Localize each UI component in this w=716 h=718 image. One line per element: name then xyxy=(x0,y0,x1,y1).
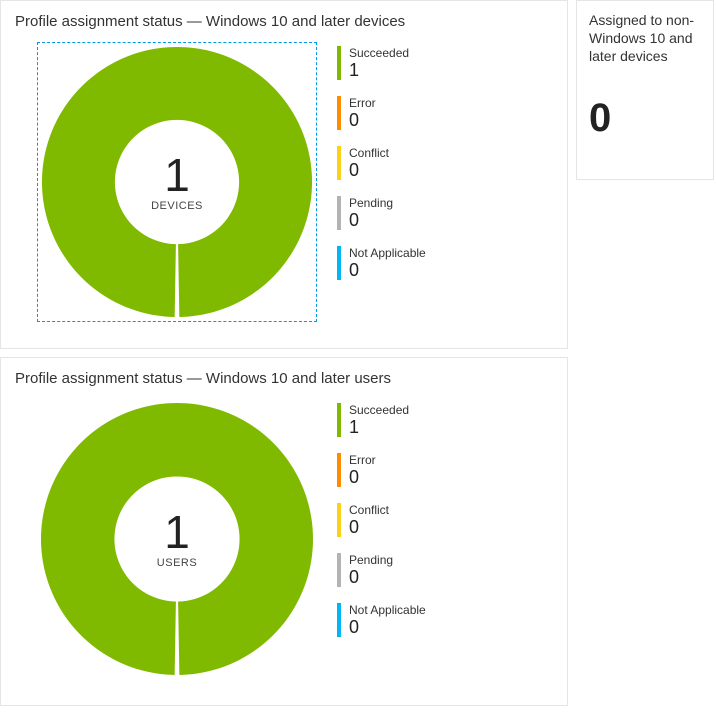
legend-label: Pending xyxy=(349,553,393,567)
legend-color-bar xyxy=(337,246,341,280)
legend-value: 0 xyxy=(349,210,393,232)
legend-color-bar xyxy=(337,146,341,180)
legend-value: 0 xyxy=(349,617,426,639)
legend-item[interactable]: Not Applicable 0 xyxy=(337,603,426,639)
legend-item[interactable]: Error 0 xyxy=(337,453,426,489)
legend-label: Not Applicable xyxy=(349,603,426,617)
legend-item[interactable]: Conflict 0 xyxy=(337,146,426,182)
users-donut-chart[interactable]: 1 USERS xyxy=(37,399,317,679)
legend-item[interactable]: Conflict 0 xyxy=(337,503,426,539)
legend-label: Conflict xyxy=(349,503,389,517)
legend-label: Conflict xyxy=(349,146,389,160)
legend-value: 0 xyxy=(349,160,389,182)
users-status-card: Profile assignment status — Windows 10 a… xyxy=(0,357,568,706)
non-windows-value: 0 xyxy=(589,96,701,141)
devices-legend: Succeeded 1 Error 0 Conflict 0 Pending 0 xyxy=(329,36,426,328)
legend-value: 0 xyxy=(349,467,376,489)
legend-label: Error xyxy=(349,96,376,110)
legend-value: 0 xyxy=(349,110,376,132)
legend-label: Error xyxy=(349,453,376,467)
legend-item[interactable]: Succeeded 1 xyxy=(337,403,426,439)
non-windows-title: Assigned to non-Windows 10 and later dev… xyxy=(589,11,701,66)
legend-color-bar xyxy=(337,46,341,80)
legend-label: Not Applicable xyxy=(349,246,426,260)
legend-color-bar xyxy=(337,403,341,437)
legend-item[interactable]: Pending 0 xyxy=(337,196,426,232)
legend-item[interactable]: Pending 0 xyxy=(337,553,426,589)
non-windows-card[interactable]: Assigned to non-Windows 10 and later dev… xyxy=(576,0,714,180)
legend-value: 0 xyxy=(349,567,393,589)
donut-value: 1 xyxy=(164,509,190,555)
legend-color-bar xyxy=(337,196,341,230)
legend-item[interactable]: Error 0 xyxy=(337,96,426,132)
devices-donut-chart[interactable]: 1 DEVICES xyxy=(37,42,317,322)
legend-color-bar xyxy=(337,503,341,537)
legend-value: 1 xyxy=(349,417,409,439)
legend-color-bar xyxy=(337,603,341,637)
legend-value: 0 xyxy=(349,517,389,539)
users-legend: Succeeded 1 Error 0 Conflict 0 Pending 0 xyxy=(329,393,426,685)
donut-label: USERS xyxy=(157,557,197,569)
legend-value: 1 xyxy=(349,60,409,82)
users-card-title: Profile assignment status — Windows 10 a… xyxy=(1,358,567,393)
legend-color-bar xyxy=(337,553,341,587)
devices-card-title: Profile assignment status — Windows 10 a… xyxy=(1,1,567,36)
legend-item[interactable]: Not Applicable 0 xyxy=(337,246,426,282)
legend-color-bar xyxy=(337,96,341,130)
legend-value: 0 xyxy=(349,260,426,282)
legend-item[interactable]: Succeeded 1 xyxy=(337,46,426,82)
legend-label: Succeeded xyxy=(349,403,409,417)
legend-label: Succeeded xyxy=(349,46,409,60)
donut-value: 1 xyxy=(164,152,190,198)
legend-color-bar xyxy=(337,453,341,487)
devices-status-card: Profile assignment status — Windows 10 a… xyxy=(0,0,568,349)
donut-label: DEVICES xyxy=(151,200,203,212)
legend-label: Pending xyxy=(349,196,393,210)
